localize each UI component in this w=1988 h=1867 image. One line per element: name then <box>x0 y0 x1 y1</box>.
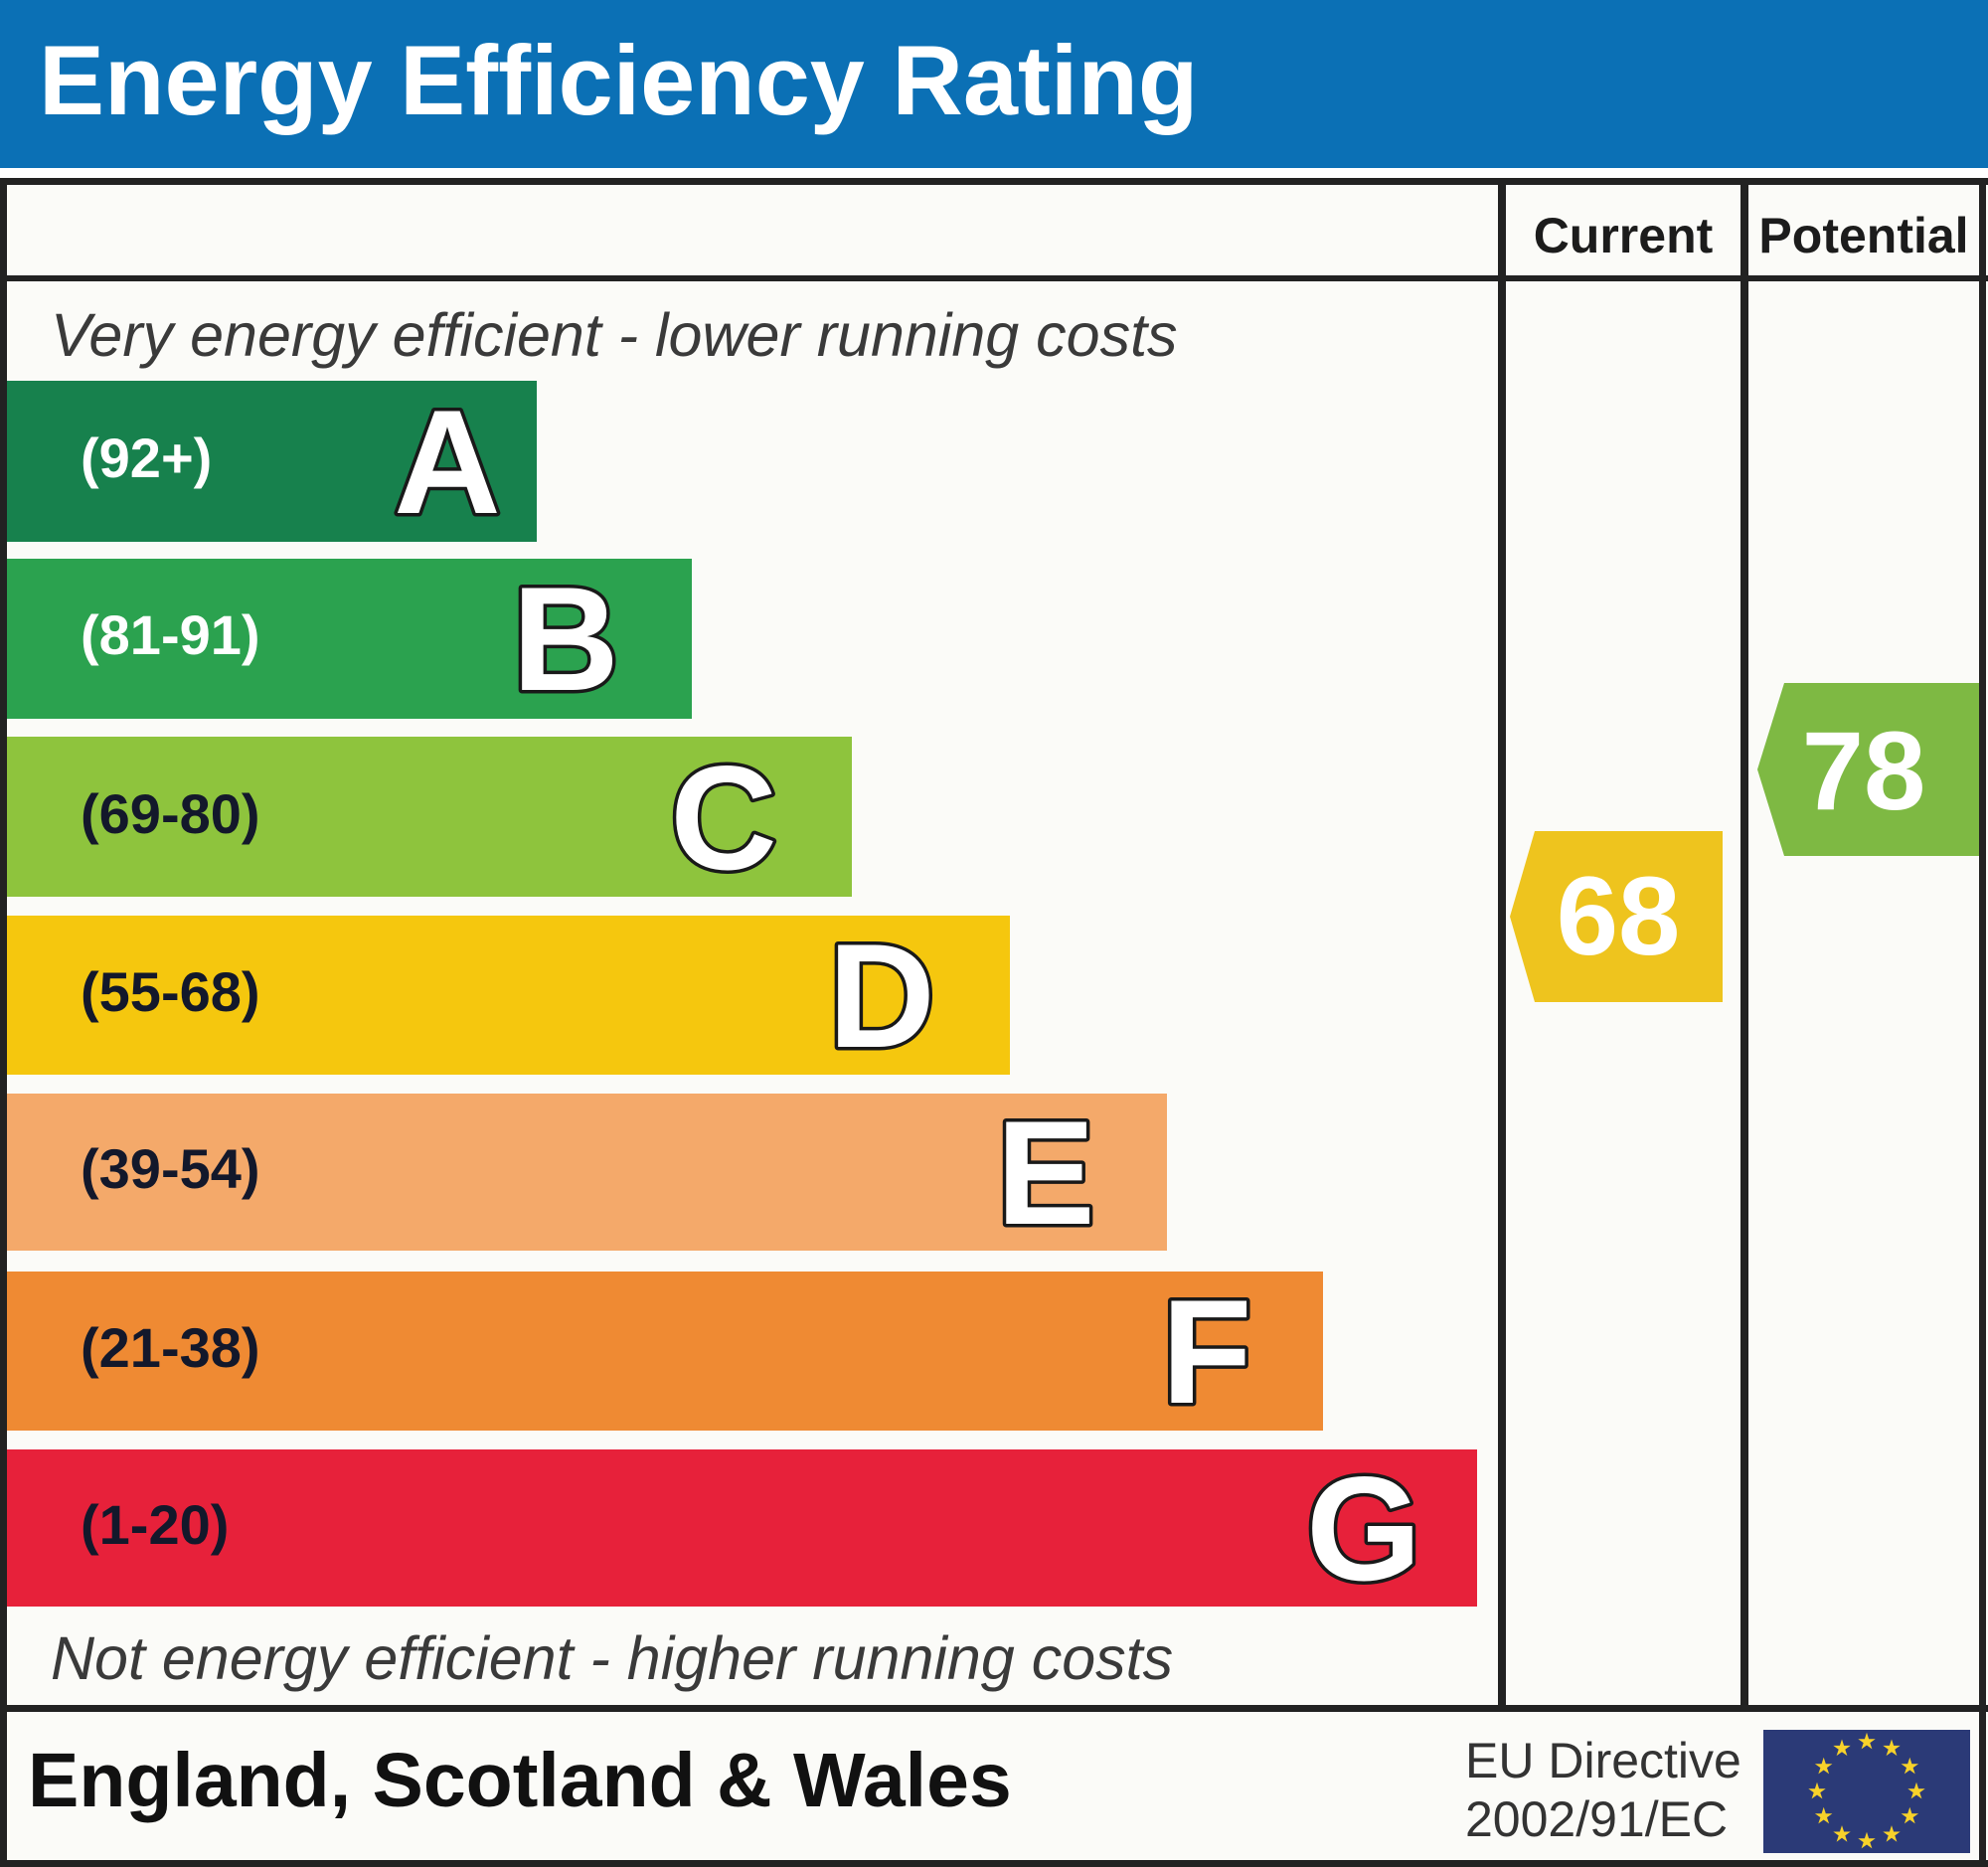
svg-text:F: F <box>1161 1269 1251 1435</box>
svg-text:(92+): (92+) <box>81 426 212 489</box>
svg-text:Not energy efficient - higher: Not energy efficient - higher running co… <box>51 1624 1173 1692</box>
svg-text:(81-91): (81-91) <box>81 603 260 666</box>
svg-text:E: E <box>996 1090 1094 1256</box>
svg-text:D: D <box>828 913 935 1079</box>
svg-text:EU Directive: EU Directive <box>1465 1733 1741 1788</box>
svg-text:Very energy efficient - lower: Very energy efficient - lower running co… <box>51 301 1178 369</box>
svg-text:G: G <box>1306 1445 1421 1612</box>
svg-text:(21-38): (21-38) <box>81 1316 260 1379</box>
svg-text:England, Scotland & Wales: England, Scotland & Wales <box>28 1738 1012 1823</box>
svg-text:(55-68): (55-68) <box>81 960 260 1023</box>
svg-text:A: A <box>394 379 501 545</box>
svg-text:(39-54): (39-54) <box>81 1137 260 1200</box>
svg-text:2002/91/EC: 2002/91/EC <box>1465 1791 1728 1847</box>
svg-text:(1-20): (1-20) <box>81 1493 229 1556</box>
svg-text:Energy Efficiency Rating: Energy Efficiency Rating <box>39 25 1198 135</box>
svg-text:Potential: Potential <box>1758 208 1968 263</box>
svg-text:(69-80): (69-80) <box>81 782 260 845</box>
svg-text:68: 68 <box>1557 854 1681 978</box>
svg-text:B: B <box>512 556 619 722</box>
svg-text:Current: Current <box>1534 208 1714 263</box>
svg-text:78: 78 <box>1802 709 1926 833</box>
svg-text:C: C <box>670 735 777 901</box>
